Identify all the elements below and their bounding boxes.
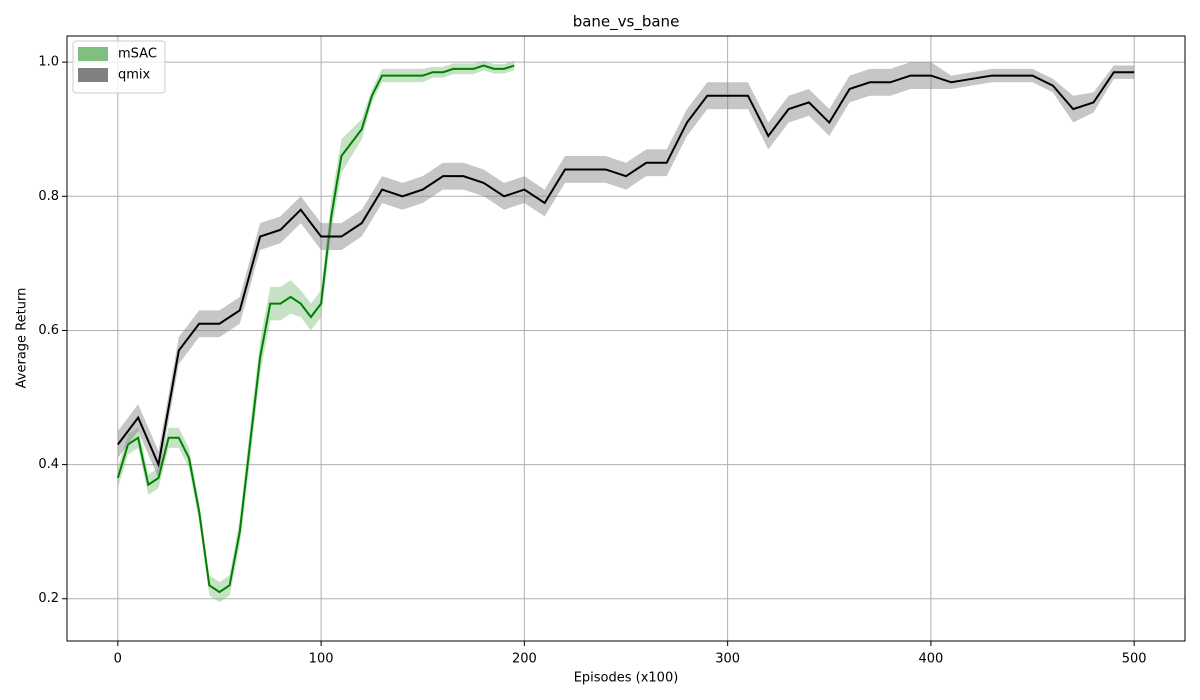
series-line — [117, 71, 1135, 469]
legend-swatch — [78, 68, 108, 82]
legend-label: mSAC — [118, 47, 157, 62]
series-line — [116, 64, 515, 594]
y-tick-label: 0.8 — [38, 189, 59, 204]
x-tick-label: 200 — [512, 652, 537, 667]
y-tick-label: 0.4 — [38, 457, 59, 472]
x-tick-label: 100 — [309, 652, 334, 667]
y-tick-label: 1.0 — [38, 55, 59, 70]
legend-label: qmix — [118, 68, 151, 83]
x-tick-label: 300 — [715, 652, 740, 667]
chart-title: bane_vs_bane — [573, 13, 680, 32]
plot-frame — [66, 35, 1186, 642]
legend-swatch — [78, 47, 108, 61]
y-axis-label: Average Return — [15, 288, 30, 389]
x-tick-label: 400 — [918, 652, 943, 667]
x-tick-label: 500 — [1122, 652, 1147, 667]
x-axis-label: Episodes (x100) — [574, 671, 679, 686]
y-tick-label: 0.6 — [38, 323, 59, 338]
x-tick-label: 0 — [114, 652, 122, 667]
y-tick-label: 0.2 — [38, 591, 59, 606]
